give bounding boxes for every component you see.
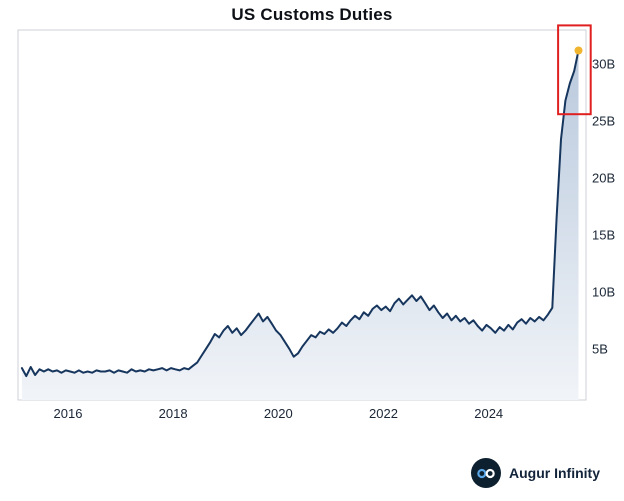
- y-tick-label: 5B: [592, 341, 608, 356]
- brand: Augur Infinity: [471, 458, 600, 488]
- brand-name: Augur Infinity: [509, 465, 600, 481]
- y-tick-label: 25B: [592, 114, 615, 129]
- y-tick-label: 15B: [592, 227, 615, 242]
- x-tick-label: 2022: [369, 406, 398, 421]
- chart-title: US Customs Duties: [231, 5, 393, 24]
- area-fill: [21, 50, 579, 400]
- y-tick-label: 10B: [592, 284, 615, 299]
- y-tick-label: 20B: [592, 171, 615, 186]
- x-tick-label: 2016: [54, 406, 83, 421]
- latest-point-dot: [574, 46, 583, 55]
- x-tick-label: 2020: [264, 406, 293, 421]
- highlight-box: [557, 24, 592, 116]
- infinity-icon: [471, 458, 501, 488]
- x-tick-label: 2018: [159, 406, 188, 421]
- y-tick-label: 30B: [592, 57, 615, 72]
- series-line: [20, 49, 580, 378]
- x-tick-label: 2024: [474, 406, 503, 421]
